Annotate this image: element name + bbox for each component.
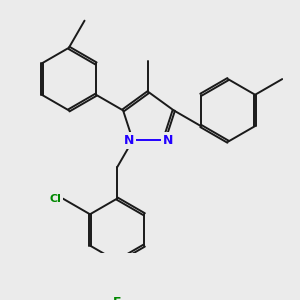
Text: Cl: Cl <box>50 194 61 204</box>
Text: N: N <box>124 134 134 147</box>
Text: N: N <box>163 134 173 147</box>
Text: F: F <box>113 296 122 300</box>
